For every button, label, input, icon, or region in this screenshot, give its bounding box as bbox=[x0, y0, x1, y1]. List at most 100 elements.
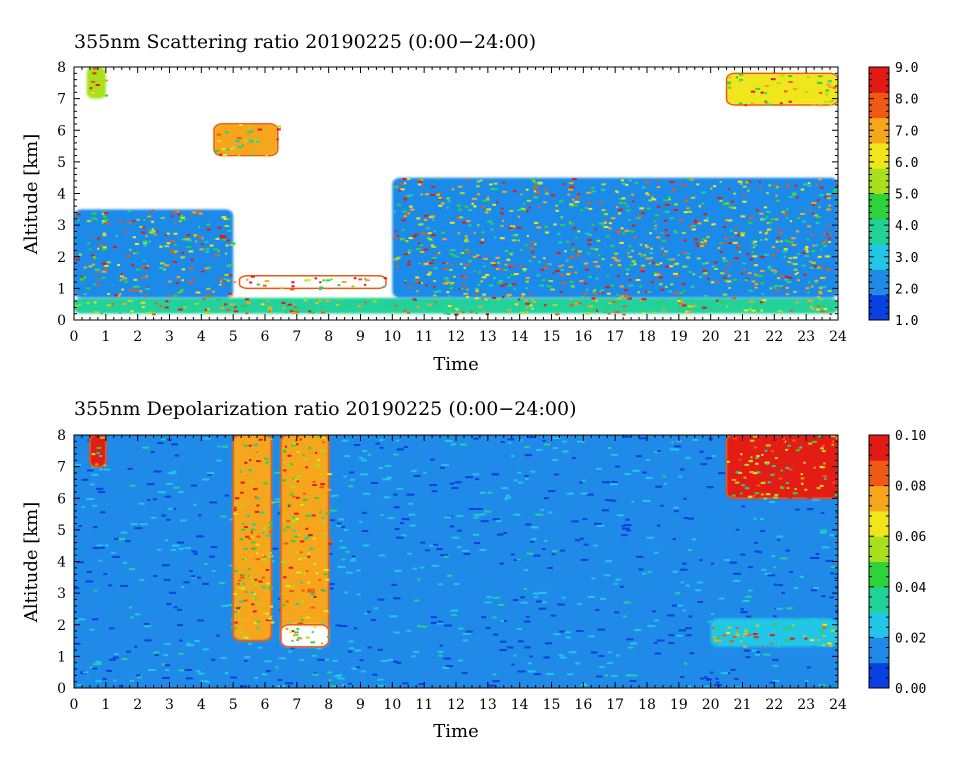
colorbar-segment bbox=[869, 618, 889, 626]
chart-title: 355nm Scattering ratio 20190225 (0:00−24… bbox=[74, 31, 536, 53]
colorbar-segment bbox=[869, 301, 889, 308]
heatmap-image bbox=[74, 435, 838, 688]
heatmap-feature bbox=[89, 435, 107, 468]
colorbar-segment bbox=[869, 536, 889, 544]
heatmap-feature bbox=[710, 618, 838, 648]
x-tick-label: 18 bbox=[638, 697, 656, 713]
colorbar-segment bbox=[869, 104, 889, 112]
x-tick-label: 7 bbox=[292, 697, 301, 713]
x-tick-label: 24 bbox=[829, 329, 847, 345]
y-tick-label: 8 bbox=[57, 60, 66, 76]
heatmap-feature bbox=[232, 435, 276, 642]
y-tick-label: 5 bbox=[57, 523, 66, 539]
colorbar-segment bbox=[869, 510, 889, 518]
colorbar-segment bbox=[869, 479, 889, 487]
x-tick-label: 3 bbox=[165, 697, 174, 713]
colorbar-segment bbox=[869, 466, 889, 474]
x-tick-label: 8 bbox=[324, 697, 333, 713]
colorbar-segment bbox=[869, 256, 889, 264]
colorbar-segment bbox=[869, 460, 889, 468]
colorbar-segment bbox=[869, 85, 889, 93]
colorbar: 1.0 2.0 3.0 4.0 5.0 6.0 7.0 8.0 9.0 bbox=[868, 61, 918, 329]
x-tick-label: 15 bbox=[543, 697, 561, 713]
colorbar-segment bbox=[869, 472, 889, 480]
x-tick-label: 4 bbox=[197, 329, 206, 345]
colorbar-segment bbox=[869, 294, 889, 302]
colorbar-segment bbox=[869, 656, 889, 664]
colorbar-segment bbox=[869, 631, 889, 638]
colorbar-segment bbox=[869, 574, 889, 581]
colorbar-segment bbox=[869, 441, 889, 449]
colorbar-segment bbox=[869, 79, 889, 87]
x-tick-label: 16 bbox=[574, 697, 592, 713]
colorbar-segment bbox=[869, 593, 889, 600]
x-tick-label: 24 bbox=[829, 697, 847, 713]
y-tick-label: 3 bbox=[57, 586, 66, 602]
scattering-ratio-panel: 355nm Scattering ratio 20190225 (0:00−24… bbox=[21, 31, 918, 375]
colorbar-tick-label: 8.0 bbox=[895, 93, 918, 108]
colorbar-tick-label: 0.02 bbox=[895, 631, 926, 646]
x-tick-label: 17 bbox=[606, 329, 624, 345]
heatmap-feature bbox=[725, 72, 838, 107]
colorbar-segment bbox=[869, 244, 889, 251]
colorbar-tick-label: 9.0 bbox=[895, 61, 918, 76]
colorbar-segment bbox=[869, 117, 889, 125]
x-tick-label: 9 bbox=[356, 697, 365, 713]
colorbar-segment bbox=[869, 605, 889, 613]
x-tick-label: 2 bbox=[133, 697, 142, 713]
colorbar-segment bbox=[869, 662, 889, 670]
colorbar-segment bbox=[869, 193, 889, 201]
colorbar-segment bbox=[869, 491, 889, 499]
colorbar-segment bbox=[869, 523, 889, 531]
colorbar-segment bbox=[869, 643, 889, 651]
x-tick-label: 17 bbox=[606, 697, 624, 713]
x-tick-label: 11 bbox=[415, 329, 433, 345]
colorbar-tick-label: 1.0 bbox=[895, 314, 918, 329]
x-tick-label: 4 bbox=[197, 697, 206, 713]
colorbar-segment bbox=[869, 681, 889, 689]
colorbar-segment bbox=[869, 307, 889, 315]
x-tick-label: 22 bbox=[765, 329, 783, 345]
x-tick-label: 16 bbox=[574, 329, 592, 345]
colorbar: 0.00 0.02 0.04 0.06 0.08 0.10 bbox=[868, 429, 926, 697]
x-tick-label: 23 bbox=[797, 697, 815, 713]
colorbar-segment bbox=[869, 675, 889, 683]
colorbar-segment bbox=[869, 212, 889, 220]
x-tick-label: 10 bbox=[383, 697, 401, 713]
colorbar-segment bbox=[869, 555, 889, 562]
colorbar-segment bbox=[869, 567, 889, 575]
colorbar-segment bbox=[869, 498, 889, 506]
colorbar-segment bbox=[869, 237, 889, 245]
axes: 0 1 2 3 4 5 6 7 8 9 10 11 12 13 14 15 16 17 18 19 20 21 22 23 24… bbox=[57, 60, 847, 345]
heatmap-feature bbox=[86, 67, 109, 99]
colorbar-tick-label: 3.0 bbox=[895, 251, 918, 266]
colorbar-segment bbox=[869, 517, 889, 525]
chart-title: 355nm Depolarization ratio 20190225 (0:0… bbox=[74, 398, 576, 420]
x-tick-label: 7 bbox=[292, 329, 301, 345]
heatmap-image bbox=[74, 67, 838, 316]
colorbar-segment bbox=[869, 485, 889, 493]
colorbar-tick-label: 2.0 bbox=[895, 282, 918, 297]
x-tick-label: 0 bbox=[70, 697, 79, 713]
x-tick-label: 13 bbox=[479, 697, 497, 713]
colorbar-segment bbox=[869, 313, 889, 321]
colorbar-segment bbox=[869, 548, 889, 556]
x-tick-label: 19 bbox=[670, 329, 688, 345]
colorbar-segment bbox=[869, 263, 889, 270]
y-tick-label: 4 bbox=[57, 187, 66, 203]
y-tick-label: 2 bbox=[57, 250, 66, 266]
depolarization-ratio-panel: 355nm Depolarization ratio 20190225 (0:0… bbox=[21, 398, 926, 742]
colorbar-segment bbox=[869, 218, 889, 226]
colorbar-segment bbox=[869, 624, 889, 632]
colorbar-segment bbox=[869, 650, 889, 657]
x-tick-label: 21 bbox=[734, 697, 752, 713]
colorbar-tick-label: 5.0 bbox=[895, 188, 918, 203]
x-axis-label: Time bbox=[433, 354, 478, 375]
colorbar-segment bbox=[869, 130, 889, 138]
colorbar-segment bbox=[869, 161, 889, 169]
heatmap-feature bbox=[280, 435, 333, 642]
y-tick-label: 8 bbox=[57, 428, 66, 444]
colorbar-segment bbox=[869, 123, 889, 131]
colorbar-segment bbox=[869, 282, 889, 289]
x-tick-label: 15 bbox=[543, 329, 561, 345]
